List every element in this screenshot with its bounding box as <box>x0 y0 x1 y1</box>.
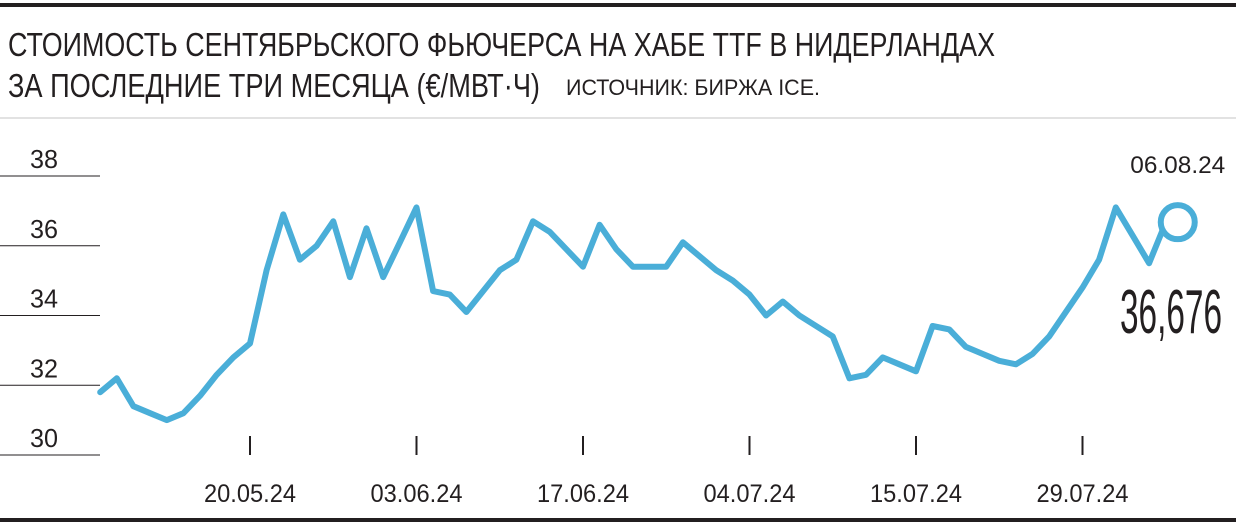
top-rule <box>0 3 1236 7</box>
bottom-rule <box>0 518 1236 522</box>
end-marker <box>1157 202 1198 243</box>
x-tick-label: 17.06.24 <box>537 480 629 508</box>
end-date-label: 06.08.24 <box>1130 152 1225 179</box>
chart-title: СТОИМОСТЬ СЕНТЯБРЬСКОГО ФЬЮЧЕРСА НА ХАБЕ… <box>8 26 995 63</box>
x-tick-label: 20.05.24 <box>204 480 296 508</box>
y-tick-label: 36 <box>30 214 58 244</box>
y-tick-label: 34 <box>30 284 58 314</box>
value-label: 36,676 <box>1120 278 1222 347</box>
line <box>97 204 1169 424</box>
y-tick-label: 32 <box>30 353 58 383</box>
x-tick-label: 04.07.24 <box>704 480 796 508</box>
x-tick-label: 15.07.24 <box>870 480 962 508</box>
x-tick-label: 03.06.24 <box>371 480 463 508</box>
y-tick-label: 30 <box>30 423 58 453</box>
source: ИСТОЧНИК: БИРЖА ICE. <box>566 75 820 100</box>
chart-title: ЗА ПОСЛЕДНИЕ ТРИ МЕСЯЦА (€/МВТ·Ч) <box>8 67 540 104</box>
y-tick-label: 38 <box>30 144 58 174</box>
x-tick-label: 29.07.24 <box>1037 480 1129 508</box>
